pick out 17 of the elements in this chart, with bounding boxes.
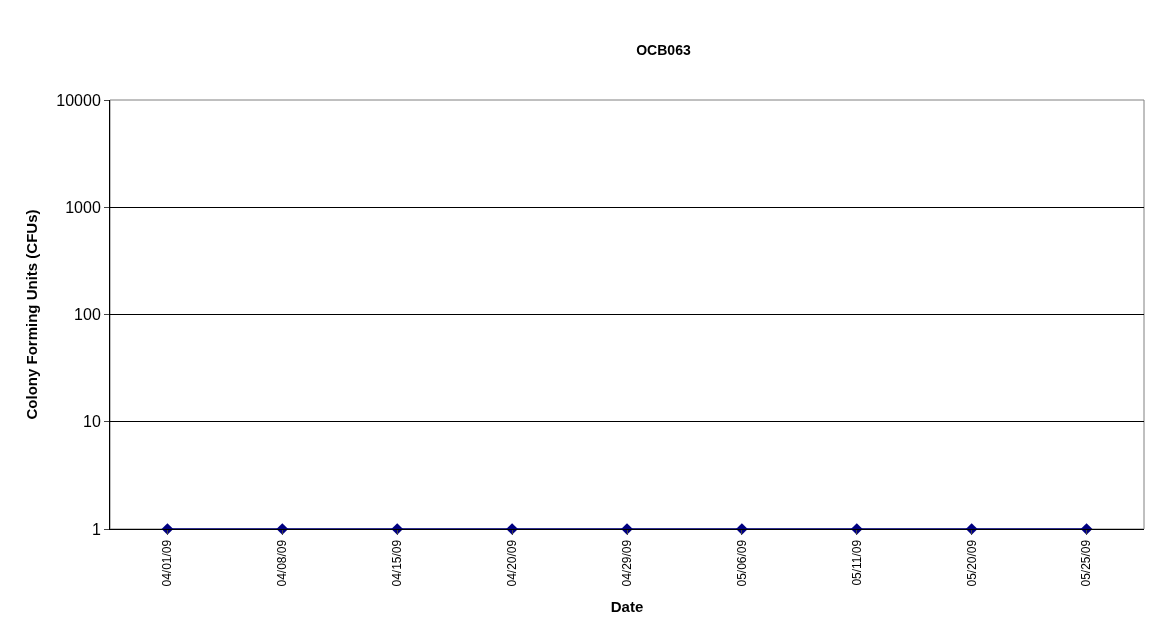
x-tick-label: 05/20/09: [964, 539, 979, 587]
x-tick-label: 04/08/09: [275, 539, 290, 587]
x-tick-label: 05/11/09: [849, 539, 864, 586]
y-tick-label: 10: [83, 413, 101, 431]
y-tick-label: 100: [74, 306, 101, 324]
y-tick-label: 1: [91, 520, 101, 538]
x-tick-label: 04/01/09: [160, 539, 175, 587]
x-tick-label: 05/25/09: [1079, 539, 1094, 587]
y-axis-title: Colony Forming Units (CFUs): [22, 209, 40, 420]
x-axis-title: Date: [610, 597, 644, 615]
x-tick-label: 04/15/09: [390, 539, 405, 587]
y-tick-label: 10000: [56, 91, 101, 109]
x-tick-label: 04/20/09: [505, 539, 520, 587]
y-tick-label: 1000: [65, 198, 101, 216]
x-tick-label: 04/29/09: [619, 539, 634, 587]
chart-title: OCB063: [636, 41, 691, 58]
x-tick-label: 05/06/09: [734, 539, 749, 587]
